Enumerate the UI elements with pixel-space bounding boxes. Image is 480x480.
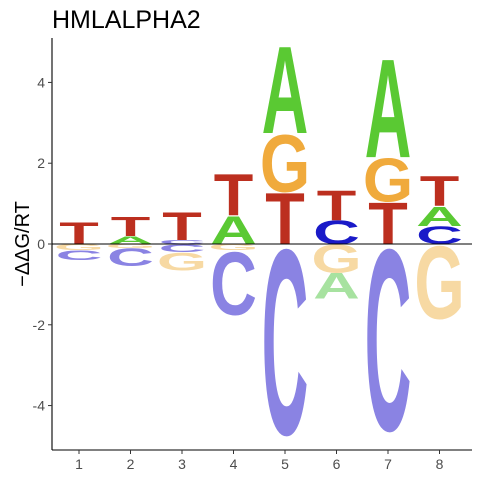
logo-letter-G: G — [260, 117, 310, 209]
logo-letter-A: A — [210, 209, 257, 253]
chart-title: HMLALPHA2 — [52, 6, 201, 34]
logo-letter-T: T — [111, 210, 151, 242]
logo-letter-C: C — [365, 197, 412, 480]
logo-letter-C: C — [313, 213, 360, 251]
logo-letter-A: A — [365, 31, 412, 188]
logo-letter-T: T — [420, 168, 460, 215]
logo-letter-A: A — [262, 20, 309, 159]
logo-letter-T: T — [214, 163, 254, 229]
logo-letter-C: C — [262, 193, 309, 480]
logo-letter-C: C — [210, 233, 257, 334]
x-tick-label: 1 — [75, 456, 83, 472]
logo-letter-C: C — [159, 239, 206, 245]
logo-letter-C: C — [56, 248, 103, 264]
y-tick-label: 4 — [37, 74, 45, 90]
y-tick-label: 0 — [37, 236, 45, 252]
x-tick-label: 4 — [230, 456, 238, 472]
logo-letter-A: A — [313, 266, 360, 307]
logo-letter-T: T — [368, 191, 408, 257]
logo-letter-T: T — [317, 182, 357, 229]
logo-letter-G: G — [157, 248, 207, 276]
x-tick-label: 7 — [384, 456, 392, 472]
logo-letter-T: T — [162, 205, 202, 249]
logo-letter-T: T — [265, 177, 305, 260]
x-tick-label: 2 — [127, 456, 135, 472]
logo-letter-C: C — [416, 222, 463, 250]
logo-letter-G: G — [105, 243, 155, 249]
logo-letter-G: G — [208, 242, 258, 252]
logo-letter-G: G — [54, 242, 104, 252]
logo-letter-A: A — [107, 234, 154, 247]
y-tick-label: 2 — [37, 155, 45, 171]
logo-letter-G: G — [363, 147, 413, 216]
x-tick-label: 8 — [436, 456, 444, 472]
logo-letter-C: C — [107, 244, 154, 272]
x-tick-label: 6 — [333, 456, 341, 472]
logo-letter-A: A — [416, 200, 463, 232]
logo-letter-T: T — [59, 216, 99, 251]
y-tick-label: -4 — [33, 398, 46, 414]
y-axis-ticks: -4 -2 0 2 4 — [33, 74, 52, 414]
logo-letter-C: C — [159, 242, 206, 255]
x-tick-label: 5 — [281, 456, 289, 472]
y-tick-label: -2 — [33, 317, 46, 333]
y-axis-label: −ΔΔG/RT — [12, 201, 34, 287]
logo-letter-G: G — [414, 225, 464, 342]
x-tick-label: 3 — [178, 456, 186, 472]
x-axis-ticks: 1 2 3 4 5 6 7 8 — [75, 450, 444, 472]
